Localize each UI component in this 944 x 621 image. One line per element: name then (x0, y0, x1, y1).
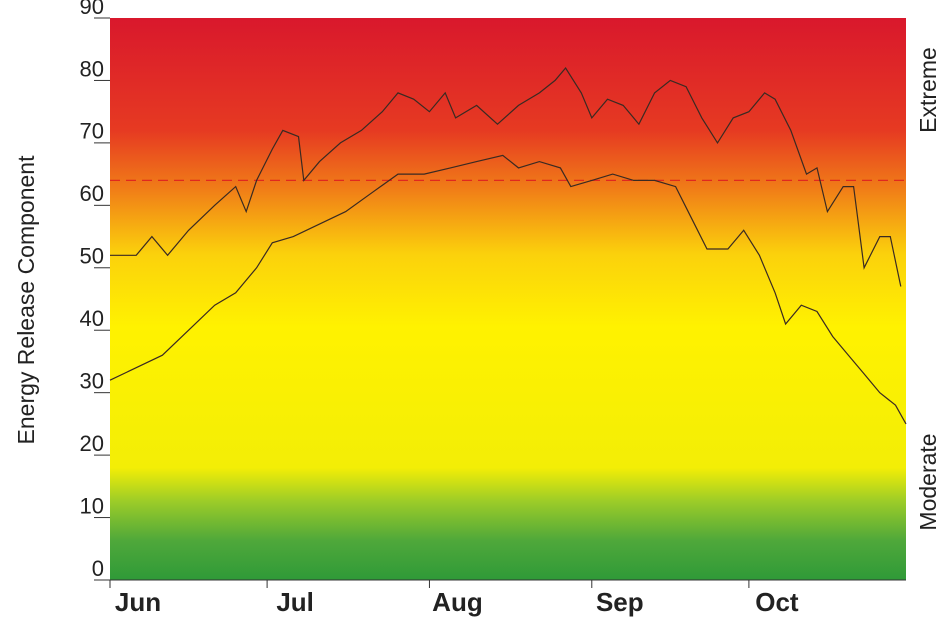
y-tick-label: 20 (80, 431, 104, 456)
right-label: Extreme (915, 47, 941, 133)
y-tick-label: 90 (80, 0, 104, 19)
x-tick-label: Sep (596, 587, 644, 617)
y-tick-label: 70 (80, 119, 104, 144)
y-tick-label: 0 (92, 556, 104, 581)
x-tick-label: Jun (115, 587, 161, 617)
series-line (109, 154, 907, 425)
y-tick-label: 40 (80, 306, 104, 331)
right-label: Moderate (915, 433, 941, 530)
x-tick-label: Jul (276, 587, 314, 617)
x-tick-label: Aug (432, 587, 483, 617)
y-tick-label: 60 (80, 181, 104, 206)
y-tick-label: 80 (80, 56, 104, 81)
plot-background (110, 18, 906, 580)
x-tick-label: Oct (755, 587, 799, 617)
y-tick-label: 30 (80, 368, 104, 393)
series-line (110, 66, 902, 287)
y-tick-label: 50 (80, 244, 104, 269)
y-axis-label: Energy Release Component (13, 155, 39, 445)
y-tick-label: 10 (80, 493, 104, 518)
